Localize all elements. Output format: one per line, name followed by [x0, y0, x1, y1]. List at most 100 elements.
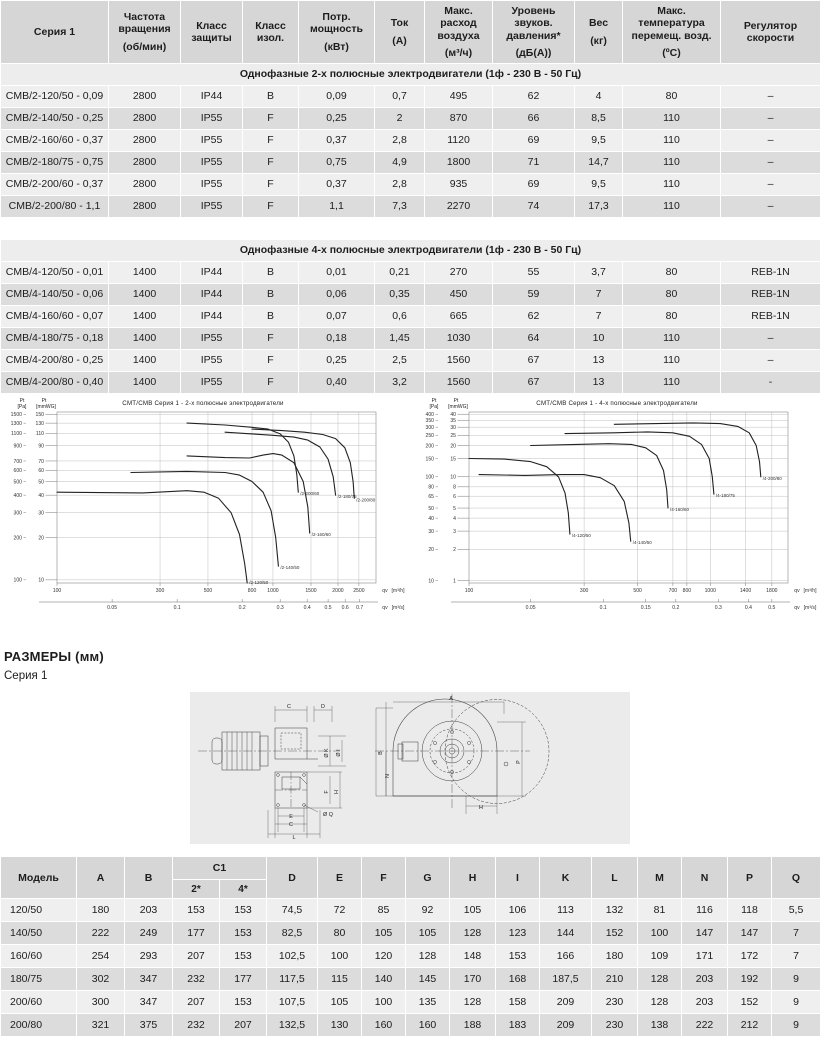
svg-text:300: 300	[426, 425, 435, 431]
spec-col-series: Серия 1	[1, 1, 109, 64]
table-cell: F	[243, 196, 299, 218]
technical-drawing-svg: C D Ø K Ø I F H E C L Ø Q A B N P H	[190, 692, 630, 844]
table-cell: 158	[496, 991, 540, 1014]
technical-drawing: C D Ø K Ø I F H E C L Ø Q A B N P H	[190, 692, 630, 844]
table-cell: 177	[173, 922, 220, 945]
table-cell: REB-1N	[721, 262, 820, 284]
table-cell: 64	[493, 328, 575, 350]
svg-text:1400: 1400	[740, 588, 751, 594]
table-cell: 72	[318, 899, 362, 922]
table-cell: 665	[425, 306, 493, 328]
table-cell: 123	[496, 922, 540, 945]
table-cell: 82,5	[267, 922, 318, 945]
table-cell: 92	[406, 899, 450, 922]
svg-text:300: 300	[580, 588, 589, 594]
svg-text:300: 300	[14, 511, 23, 517]
table-cell: 115	[318, 968, 362, 991]
drawing-label-h-side: H	[334, 790, 340, 794]
table-cell: 870	[425, 108, 493, 130]
svg-text:10: 10	[428, 578, 434, 584]
drawing-label-n: N	[385, 774, 391, 778]
drawing-label-f: F	[324, 790, 330, 794]
table-cell: 0,6	[375, 306, 425, 328]
svg-text:1000: 1000	[267, 588, 278, 594]
svg-text:250: 250	[426, 433, 435, 439]
svg-text:10: 10	[450, 475, 456, 481]
drawing-label-c-bottom: C	[289, 822, 293, 828]
table-cell: 207	[173, 991, 220, 1014]
dim-col-b: B	[125, 857, 173, 899]
table-cell: 1,1	[299, 196, 375, 218]
cell-model: CMB/2-200/80 - 1,1	[1, 196, 109, 218]
dimensions-table: Модель A B C1 D E F G H I K L M N P Q 2*…	[0, 856, 820, 1037]
table-cell: 180	[592, 945, 638, 968]
table-cell: 300	[77, 991, 125, 1014]
svg-text:300: 300	[156, 588, 165, 594]
table-cell: 80	[623, 86, 721, 108]
svg-text:110: 110	[36, 431, 44, 437]
svg-text:100: 100	[53, 588, 62, 594]
table-cell: 207	[173, 945, 220, 968]
table-cell: 13	[575, 372, 623, 394]
table-cell: 1,45	[375, 328, 425, 350]
band-4-pole: Однофазные 4-х полюсные электродвигатели…	[1, 240, 820, 262]
table-cell: 5,5	[772, 899, 820, 922]
band-2-pole: Однофазные 2-х полюсные электродвигатели…	[1, 64, 820, 86]
table-cell: 109	[638, 945, 682, 968]
svg-text:5: 5	[453, 506, 456, 512]
table-cell: 1800	[425, 152, 493, 174]
table-cell: 132,5	[267, 1014, 318, 1037]
row-spacer	[1, 218, 820, 240]
svg-text:400: 400	[14, 493, 23, 499]
svg-text:30: 30	[38, 511, 44, 517]
svg-text:200: 200	[426, 443, 435, 449]
table-cell: 171	[682, 945, 728, 968]
dim-col-f: F	[362, 857, 406, 899]
svg-text:/2-140/50: /2-140/50	[280, 565, 300, 570]
table-cell: 138	[638, 1014, 682, 1037]
table-cell: 375	[125, 1014, 173, 1037]
table-cell: 222	[77, 922, 125, 945]
svg-text:[mmWG]: [mmWG]	[448, 404, 468, 410]
table-cell: 153	[220, 991, 267, 1014]
svg-text:/2-200/60: /2-200/60	[300, 491, 320, 496]
cell-model: CMB/4-200/80 - 0,25	[1, 350, 109, 372]
spacer-cell	[1, 218, 820, 240]
table-cell: 140	[362, 968, 406, 991]
table-cell: 254	[77, 945, 125, 968]
svg-text:1: 1	[453, 578, 456, 584]
svg-text:150: 150	[426, 456, 435, 462]
svg-text:100: 100	[14, 578, 23, 584]
table-cell: 347	[125, 991, 173, 1014]
cell-model: CMB/4-140/50 - 0,06	[1, 284, 109, 306]
table-cell: 183	[496, 1014, 540, 1037]
band-label: Однофазные 2-х полюсные электродвигатели…	[1, 64, 820, 86]
specifications-body: Однофазные 2-х полюсные электродвигатели…	[1, 64, 820, 394]
table-cell: 0,09	[299, 86, 375, 108]
svg-text:40: 40	[428, 516, 434, 522]
table-cell: 106	[496, 899, 540, 922]
table-cell: 110	[623, 328, 721, 350]
table-cell: 100	[318, 945, 362, 968]
svg-text:0.2: 0.2	[239, 605, 246, 611]
table-cell: 2800	[109, 196, 181, 218]
svg-text:0.05: 0.05	[526, 605, 536, 611]
table-cell: 166	[540, 945, 592, 968]
dim-col-k: K	[540, 857, 592, 899]
table-cell: 1400	[109, 328, 181, 350]
svg-text:[Pa]: [Pa]	[18, 404, 28, 410]
svg-text:700: 700	[669, 588, 678, 594]
table-cell: 495	[425, 86, 493, 108]
cell-model: CMB/4-160/60 - 0,07	[1, 306, 109, 328]
table-cell: 2800	[109, 130, 181, 152]
svg-text:70: 70	[38, 459, 44, 465]
table-cell: 7	[772, 922, 820, 945]
